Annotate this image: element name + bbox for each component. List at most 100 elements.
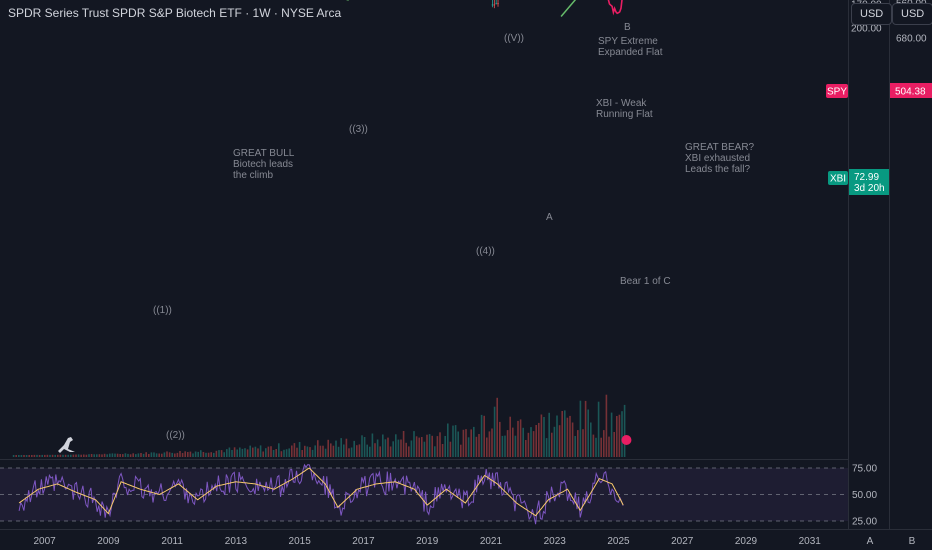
volume-bar bbox=[150, 452, 153, 457]
wave-label-2: ((2)) bbox=[166, 430, 185, 441]
great-bear-line-2: XBI exhausted bbox=[685, 153, 751, 164]
volume-bar bbox=[574, 436, 576, 457]
xbi-price-text: 72.99 bbox=[854, 172, 879, 183]
volume-bar bbox=[538, 422, 540, 457]
spy-symbol-text: SPY bbox=[827, 87, 847, 98]
volume-bar bbox=[405, 442, 407, 457]
time-axis-corner-b: B bbox=[909, 536, 916, 547]
volume-bar bbox=[163, 452, 166, 457]
volume-bar bbox=[371, 433, 374, 457]
time-axis-label: 2027 bbox=[671, 536, 694, 547]
volume-bar bbox=[93, 454, 95, 457]
volume-bar bbox=[291, 445, 293, 457]
volume-bar bbox=[496, 397, 498, 457]
volume-bar bbox=[254, 446, 257, 457]
spy-flat-note: SPY Extreme Expanded Flat bbox=[598, 36, 663, 58]
tradingview-logo-icon bbox=[58, 437, 75, 453]
volume-bar bbox=[613, 432, 615, 457]
volume-bar bbox=[314, 445, 316, 457]
volume-bar bbox=[540, 414, 543, 457]
volume-bar bbox=[480, 414, 483, 457]
volume-bar bbox=[441, 444, 444, 457]
volume-bar bbox=[244, 448, 246, 457]
volume-bar bbox=[358, 444, 361, 457]
volume-bar bbox=[127, 453, 129, 457]
volume-bar bbox=[421, 437, 423, 457]
volume-bar bbox=[226, 449, 228, 457]
volume-bar bbox=[122, 454, 124, 457]
volume-bar bbox=[590, 422, 592, 457]
volume-bar bbox=[488, 431, 491, 457]
volume-bar bbox=[587, 409, 589, 457]
volume-bar bbox=[543, 417, 545, 457]
wave-label-3: ((3)) bbox=[349, 124, 368, 135]
volume-bar bbox=[194, 451, 197, 457]
volume-bar bbox=[522, 427, 524, 457]
volume-bar bbox=[265, 448, 267, 457]
volume-bar bbox=[460, 444, 462, 457]
volume-bar bbox=[187, 452, 189, 457]
volume-bar bbox=[519, 419, 522, 457]
volume-bar bbox=[571, 422, 574, 457]
volume-bar bbox=[535, 425, 537, 457]
rsi-pane bbox=[0, 463, 848, 525]
volume-bar bbox=[439, 432, 441, 457]
volume-histogram bbox=[12, 394, 626, 457]
volume-bar bbox=[85, 454, 88, 457]
volume-bar bbox=[532, 431, 535, 457]
volume-bar bbox=[491, 428, 493, 457]
volume-bar bbox=[220, 450, 223, 457]
volume-bar bbox=[545, 438, 548, 457]
volume-bar bbox=[335, 440, 337, 457]
currency-button-left[interactable]: USD bbox=[851, 3, 893, 25]
volume-bar bbox=[332, 445, 335, 457]
volume-bar bbox=[319, 445, 322, 457]
volume-bar bbox=[558, 425, 561, 457]
volume-bar bbox=[75, 454, 77, 457]
wave-label-4: ((4)) bbox=[476, 246, 495, 257]
volume-bar bbox=[246, 449, 249, 457]
volume-bar bbox=[311, 449, 314, 457]
volume-bar bbox=[98, 454, 101, 457]
volume-bar bbox=[348, 448, 350, 457]
great-bear-line-1: GREAT BEAR? bbox=[685, 142, 755, 153]
time-axis-label: 2017 bbox=[352, 536, 375, 547]
volume-bar bbox=[148, 454, 150, 457]
time-axis-label: 2021 bbox=[480, 536, 503, 547]
volume-bar bbox=[168, 452, 171, 457]
xbi-flat-line-1: XBI - Weak bbox=[596, 98, 647, 109]
volume-bar bbox=[106, 454, 108, 457]
volume-bar bbox=[59, 454, 62, 457]
volume-bar bbox=[392, 441, 394, 457]
spy-flat-line-2: Expanded Flat bbox=[598, 47, 663, 58]
volume-bar bbox=[415, 436, 418, 457]
volume-bar bbox=[608, 436, 610, 457]
rsi-line bbox=[18, 463, 624, 525]
volume-bar bbox=[483, 415, 485, 457]
volume-bar bbox=[527, 432, 530, 457]
volume-bar bbox=[413, 431, 415, 457]
volume-bar bbox=[530, 427, 532, 457]
volume-bar bbox=[213, 452, 215, 457]
volume-bar bbox=[301, 450, 303, 457]
volume-bar bbox=[259, 445, 262, 457]
volume-bar bbox=[38, 455, 41, 457]
currency-button-right[interactable]: USD bbox=[892, 3, 932, 25]
xbi-candle-body bbox=[497, 3, 499, 5]
left-scale-tick: 200.00 bbox=[851, 24, 882, 35]
volume-bar bbox=[15, 455, 17, 457]
xbi-candle-body bbox=[493, 4, 496, 6]
volume-bar bbox=[223, 452, 225, 457]
volume-bar bbox=[28, 455, 30, 457]
volume-bar bbox=[426, 434, 428, 457]
volume-bar bbox=[158, 453, 160, 457]
volume-bar bbox=[111, 453, 114, 457]
volume-bar bbox=[181, 453, 184, 457]
volume-bar bbox=[18, 455, 20, 457]
volume-bar bbox=[366, 444, 368, 457]
volume-bar bbox=[564, 410, 566, 457]
volume-bar bbox=[470, 429, 472, 457]
